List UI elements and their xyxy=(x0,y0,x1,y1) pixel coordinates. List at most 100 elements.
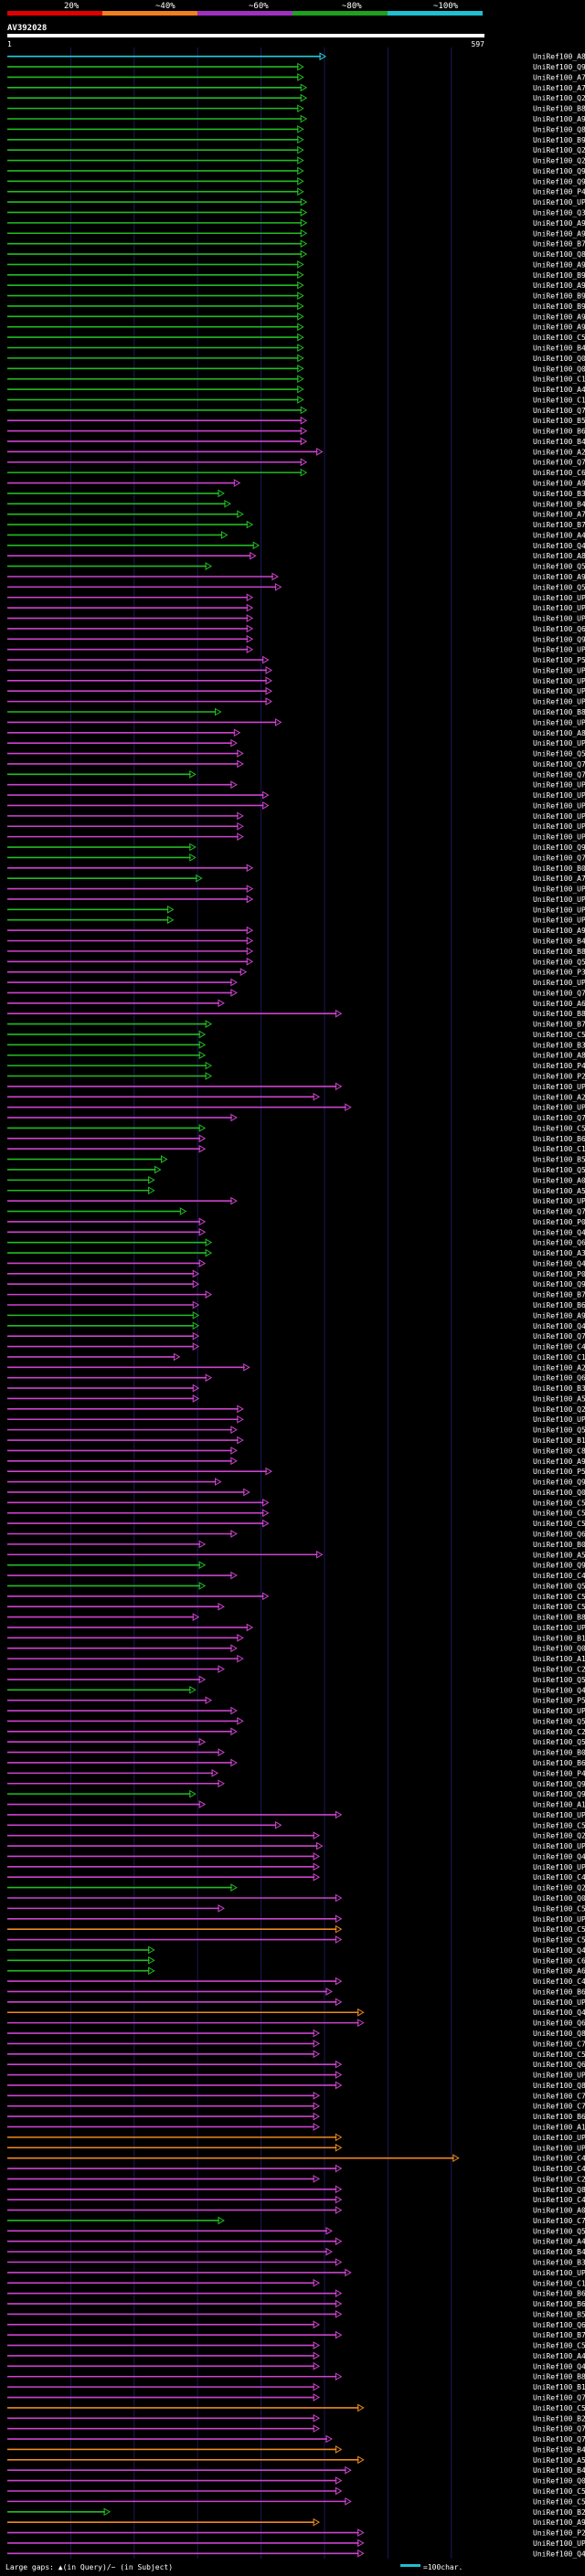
hit-row[interactable]: UniRef100_UP1000.. xyxy=(7,811,585,821)
hit-row[interactable]: UniRef100_C5LM25 xyxy=(7,1509,585,1518)
hit-row[interactable]: UniRef100_Q5UAT7 xyxy=(7,1582,585,1590)
hit-label[interactable]: UniRef100_B8N938 xyxy=(533,1614,585,1622)
hit-label[interactable]: UniRef100_B6AIE3 xyxy=(533,1988,585,1996)
hit-label[interactable]: UniRef100_Q6CG06 xyxy=(533,1239,585,1247)
hit-label[interactable]: UniRef100_C7HFL2 xyxy=(533,2092,585,2100)
hit-row[interactable]: UniRef100_UP1000.. xyxy=(7,801,585,810)
hit-label[interactable]: UniRef100_UP1000.. xyxy=(533,822,585,831)
hit-label[interactable]: UniRef100_Q7XIV9 xyxy=(533,770,585,779)
hit-row[interactable]: UniRef100_UP1000.. xyxy=(7,905,585,914)
hit-label[interactable]: UniRef100_UP1000.. xyxy=(533,1415,585,1424)
hit-label[interactable]: UniRef100_B0WA24 xyxy=(533,864,585,873)
hit-row[interactable]: UniRef100_P02385 xyxy=(7,1217,585,1226)
hit-row[interactable]: UniRef100_A5DEP3 xyxy=(7,1550,585,1559)
hit-row[interactable]: UniRef100_Q4G3W1 xyxy=(7,2361,585,2370)
hit-row[interactable]: UniRef100_Q9GMP1 xyxy=(7,1478,585,1487)
hit-label[interactable]: UniRef100_A8UEV2 xyxy=(533,729,585,737)
hit-label[interactable]: UniRef100_A5DQE2 xyxy=(533,2456,585,2465)
hit-label[interactable]: UniRef100_Q2VSX4 xyxy=(533,94,585,102)
hit-label[interactable]: UniRef100_A9Z777 xyxy=(533,927,585,935)
hit-label[interactable]: UniRef100_A6R9Q5 xyxy=(533,1000,585,1008)
hit-row[interactable]: UniRef100_B7S317 xyxy=(7,1020,585,1029)
hit-label[interactable]: UniRef100_B6WLC0 xyxy=(533,2300,585,2308)
hit-row[interactable]: UniRef100_B8LK49 xyxy=(7,104,585,113)
hit-row[interactable]: UniRef100_A5DQE2 xyxy=(7,2455,585,2465)
hit-label[interactable]: UniRef100_Q0DB31 xyxy=(533,2477,585,2486)
hit-row[interactable]: UniRef100_A2YMW9 xyxy=(7,447,585,456)
hit-row[interactable]: UniRef100_B0VZB9 xyxy=(7,1540,585,1549)
hit-label[interactable]: UniRef100_C4YB74 xyxy=(533,1572,585,1580)
hit-row[interactable]: UniRef100_B0WHZ7 xyxy=(7,1748,585,1757)
hit-label[interactable]: UniRef100_Q58DW0 xyxy=(533,583,585,591)
hit-label[interactable]: UniRef100_B6HT01 xyxy=(533,2290,585,2298)
hit-label[interactable]: UniRef100_A7P0A0 xyxy=(533,73,585,81)
hit-row[interactable]: UniRef100_Q69YE5 xyxy=(7,2320,585,2329)
hit-row[interactable]: UniRef100_A1D013 xyxy=(7,1654,585,1663)
hit-label[interactable]: UniRef100_Q2E5H4 xyxy=(533,1884,585,1892)
hit-label[interactable]: UniRef100_B7PSE0 xyxy=(533,1291,585,1299)
hit-label[interactable]: UniRef100_C5LQ26 xyxy=(533,1593,585,1601)
hit-row[interactable]: UniRef100_B2BSV8 xyxy=(7,2507,585,2517)
hit-row[interactable]: UniRef100_C1E197 xyxy=(7,396,585,404)
hit-row[interactable]: UniRef100_C1YQM0 xyxy=(7,1352,585,1362)
hit-row[interactable]: UniRef100_Q5V5B4 xyxy=(7,1717,585,1725)
hit-row[interactable]: UniRef100_UP1000.. xyxy=(7,718,585,726)
hit-row[interactable]: UniRef100_P08429 xyxy=(7,1269,585,1278)
hit-row[interactable]: UniRef100_B3R262 xyxy=(7,489,585,498)
hit-row[interactable]: UniRef100_C5V751 xyxy=(7,2403,585,2412)
hit-row[interactable]: UniRef100_Q28346 xyxy=(7,1405,585,1414)
hit-label[interactable]: UniRef100_B7ZV16 xyxy=(533,2331,585,2339)
hit-label[interactable]: UniRef100_UP1000.. xyxy=(533,615,585,623)
hit-label[interactable]: UniRef100_P24186 xyxy=(533,2529,585,2538)
hit-row[interactable]: UniRef100_A8QCR4 xyxy=(7,1051,585,1060)
hit-label[interactable]: UniRef100_B8LK49 xyxy=(533,105,585,113)
hit-row[interactable]: UniRef100_A7TN49 xyxy=(7,874,585,883)
hit-row[interactable]: UniRef100_B1Q0X3 xyxy=(7,1633,585,1642)
hit-label[interactable]: UniRef100_Q95YH2 xyxy=(533,1562,585,1570)
hit-label[interactable]: UniRef100_Q7ZUL1 xyxy=(533,2394,585,2402)
hit-label[interactable]: UniRef100_B5DJ06 xyxy=(533,1156,585,1164)
hit-row[interactable]: UniRef100_A7S261 xyxy=(7,510,585,519)
hit-row[interactable]: UniRef100_Q7ZUL1 xyxy=(7,2393,585,2402)
hit-label[interactable]: UniRef100_A9PG15 xyxy=(533,229,585,238)
hit-label[interactable]: UniRef100_C5MHK9 xyxy=(533,2487,585,2496)
hit-row[interactable]: UniRef100_C4DKN1 xyxy=(7,2195,585,2204)
hit-row[interactable]: UniRef100_UP1000.. xyxy=(7,645,585,654)
hit-row[interactable]: UniRef100_Q9XFV3 xyxy=(7,62,585,71)
hit-label[interactable]: UniRef100_Q0UNP4 xyxy=(533,1894,585,1903)
hit-row[interactable]: UniRef100_C1MP59 xyxy=(7,375,585,384)
hit-label[interactable]: UniRef100_B5GNG9 xyxy=(533,2310,585,2318)
hit-row[interactable]: UniRef100_Q4SSQ5 xyxy=(7,2008,585,2017)
hit-label[interactable]: UniRef100_P50477 xyxy=(533,1468,585,1476)
hit-row[interactable]: UniRef100_B7FHK0 xyxy=(7,239,585,249)
hit-label[interactable]: UniRef100_C1B5C5 xyxy=(533,2279,585,2287)
hit-row[interactable]: UniRef100_Q5KAF2 xyxy=(7,562,585,571)
hit-label[interactable]: UniRef100_Q4S9P0 xyxy=(533,2549,585,2558)
hit-label[interactable]: UniRef100_Q5KEC4 xyxy=(533,1166,585,1174)
hit-row[interactable]: UniRef100_Q9P7B4 xyxy=(7,1779,585,1788)
hit-label[interactable]: UniRef100_P49165 xyxy=(533,1769,585,1777)
hit-row[interactable]: UniRef100_B8H8D3 xyxy=(7,2372,585,2381)
hit-row[interactable]: UniRef100_C4YB74 xyxy=(7,1571,585,1580)
hit-label[interactable]: UniRef100_A8XSD5 xyxy=(533,552,585,560)
hit-label[interactable]: UniRef100_Q7ZWO5 xyxy=(533,989,585,997)
hit-label[interactable]: UniRef100_P36578 xyxy=(533,969,585,977)
hit-row[interactable]: UniRef100_C5GF38 xyxy=(7,1904,585,1913)
hit-row[interactable]: UniRef100_Q7ZUE6 xyxy=(7,759,585,769)
hit-row[interactable]: UniRef100_Q7PRC2 xyxy=(7,2424,585,2433)
hit-row[interactable]: UniRef100_A9P474 xyxy=(7,572,585,581)
hit-row[interactable]: UniRef100_B8P757 xyxy=(7,947,585,956)
hit-row[interactable]: UniRef100_B4FI22 xyxy=(7,499,585,508)
hit-label[interactable]: UniRef100_C5ZNH3 xyxy=(533,2497,585,2506)
hit-row[interactable]: UniRef100_Q8LH83 xyxy=(7,125,585,133)
hit-label[interactable]: UniRef100_Q0UAH1 xyxy=(533,1645,585,1653)
hit-row[interactable]: UniRef100_Q5MQK5 xyxy=(7,1675,585,1684)
hit-label[interactable]: UniRef100_Q7XT53 xyxy=(533,459,585,467)
hit-row[interactable]: UniRef100_B2K183 xyxy=(7,2413,585,2422)
hit-row[interactable]: UniRef100_A9EZU8 xyxy=(7,1311,585,1320)
hit-row[interactable]: UniRef100_UP1000.. xyxy=(7,780,585,790)
hit-row[interactable]: UniRef100_Q9XD9V xyxy=(7,1789,585,1798)
hit-row[interactable]: UniRef100_A2QUC7 xyxy=(7,1362,585,1372)
hit-label[interactable]: UniRef100_C5GF38 xyxy=(533,1904,585,1913)
hit-label[interactable]: UniRef100_C4R5K9 xyxy=(533,1873,585,1882)
